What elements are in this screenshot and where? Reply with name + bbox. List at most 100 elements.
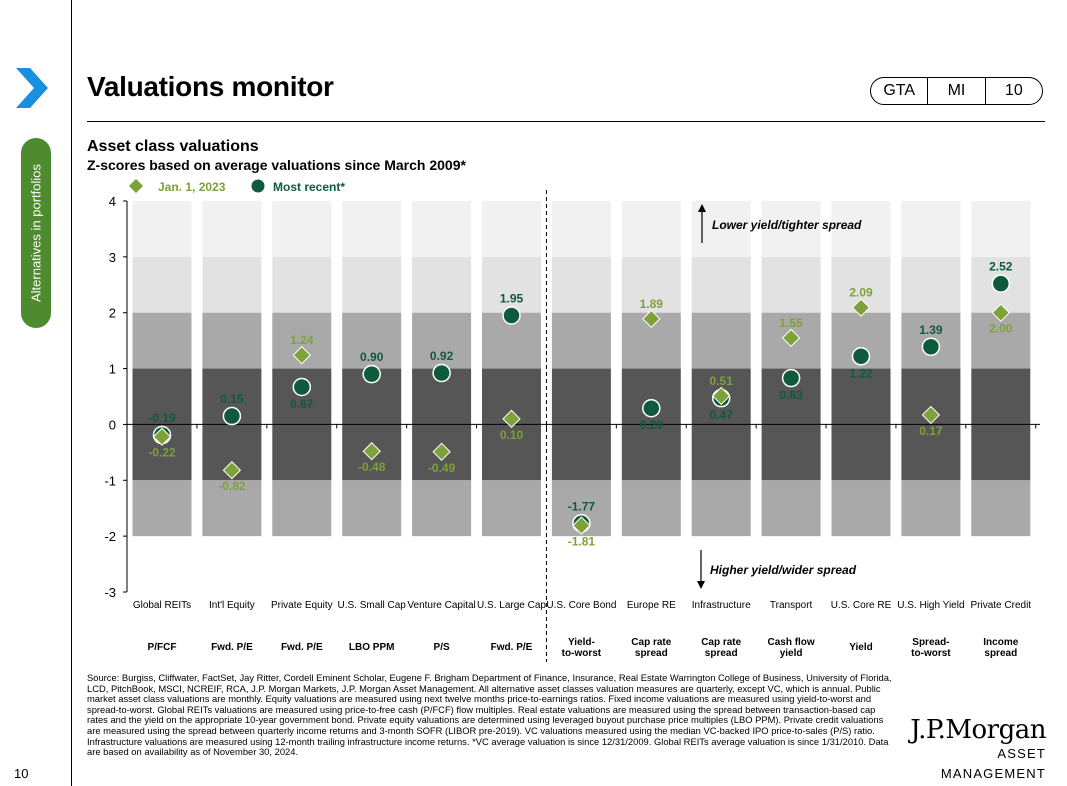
band-outer bbox=[482, 256, 541, 313]
band-outer bbox=[272, 256, 332, 313]
band-outer bbox=[901, 256, 961, 313]
band-top bbox=[482, 201, 541, 257]
y-tick-label: 2 bbox=[109, 306, 116, 321]
jan-2023-value-label: -0.48 bbox=[358, 460, 386, 474]
most-recent-point bbox=[222, 406, 242, 426]
band-middle bbox=[132, 480, 192, 537]
x-measure-label: Yield-to-worst bbox=[562, 637, 602, 659]
up-arrow-head bbox=[698, 204, 706, 212]
section-tab[interactable]: Alternatives in portfolios bbox=[21, 138, 51, 328]
most-recent-value-label: 1.22 bbox=[849, 366, 873, 380]
jan-2023-point bbox=[362, 442, 381, 461]
section-tab-background bbox=[21, 138, 51, 328]
jan-2023-point bbox=[851, 298, 871, 317]
band-middle bbox=[412, 480, 472, 537]
jan-2023-value-label: 1.89 bbox=[640, 297, 664, 311]
most-recent-value-label: 2.52 bbox=[989, 260, 1013, 274]
x-measure-label: Fwd. P/E bbox=[281, 642, 323, 653]
badge-page: 10 bbox=[984, 78, 1042, 104]
jan-2023-point bbox=[712, 386, 731, 406]
band-top bbox=[901, 201, 961, 257]
band-top bbox=[621, 201, 681, 257]
band-top bbox=[412, 201, 472, 257]
band-middle bbox=[412, 312, 472, 369]
band-middle bbox=[691, 312, 751, 369]
band-outer bbox=[412, 256, 472, 313]
band-top bbox=[202, 201, 262, 257]
most-recent-value-label: 0.67 bbox=[290, 397, 314, 411]
page-badge: GTA MI 10 bbox=[870, 77, 1043, 105]
most-recent-value-label: -0.19 bbox=[148, 411, 176, 425]
footnote: Source: Burgiss, Cliffwater, FactSet, Ja… bbox=[87, 672, 892, 758]
jan-2023-value-label: 1.24 bbox=[290, 333, 314, 347]
jan-2023-value-label: 0.17 bbox=[919, 424, 943, 438]
x-measure-label: Fwd. P/E bbox=[211, 642, 253, 653]
x-category-label: U.S. High Yield bbox=[897, 600, 964, 611]
most-recent-point bbox=[292, 377, 312, 397]
logo-subtitle: ASSET MANAGEMENT bbox=[940, 746, 1046, 781]
most-recent-point bbox=[502, 306, 521, 325]
jan-2023-value-label: 1.55 bbox=[779, 316, 803, 330]
x-measure-label: Fwd. P/E bbox=[491, 642, 533, 653]
jan-2023-value-label: -0.22 bbox=[148, 446, 176, 460]
x-category-label: U.S. Large Cap bbox=[477, 600, 546, 611]
jan-2023-point bbox=[222, 461, 242, 480]
jpmorgan-logo: J.P.Morgan ASSET MANAGEMENT bbox=[896, 716, 1046, 784]
x-category-label: Venture Capital bbox=[407, 600, 475, 611]
jan-2023-value-label: 0.10 bbox=[500, 428, 524, 442]
most-recent-point bbox=[991, 274, 1011, 293]
band-top bbox=[132, 201, 192, 257]
most-recent-value-label: 1.95 bbox=[500, 292, 524, 306]
page-number: 10 bbox=[14, 766, 29, 781]
band-middle bbox=[202, 480, 262, 537]
left-margin-rule bbox=[71, 0, 72, 786]
band-middle bbox=[132, 312, 192, 369]
most-recent-point bbox=[781, 368, 801, 388]
title-divider bbox=[87, 121, 1045, 122]
x-measure-label: P/S bbox=[434, 642, 450, 653]
annotation-up: Lower yield/tighter spread bbox=[712, 218, 862, 232]
jan-2023-point bbox=[292, 345, 311, 365]
x-measure-label: P/FCF bbox=[148, 642, 177, 653]
most-recent-value-label: 1.39 bbox=[919, 323, 943, 337]
y-tick-label: -2 bbox=[104, 529, 116, 544]
x-measure-label: Cap rate spread bbox=[701, 637, 741, 659]
x-category-label: Europe RE bbox=[627, 600, 676, 611]
band-outer bbox=[761, 256, 821, 313]
band-middle bbox=[272, 480, 332, 537]
chevron-right-icon bbox=[16, 68, 48, 108]
x-measure-label: Yield bbox=[849, 642, 873, 653]
page-title: Valuations monitor bbox=[87, 71, 334, 102]
y-tick-label: 4 bbox=[109, 194, 116, 209]
x-measure-label: Cash flow yield bbox=[767, 637, 814, 659]
most-recent-point bbox=[851, 347, 871, 366]
jan-2023-value-label: 0.51 bbox=[710, 374, 734, 388]
band-middle bbox=[971, 312, 1031, 369]
most-recent-point bbox=[432, 363, 451, 383]
x-measure-label: Cap rate spread bbox=[631, 637, 671, 659]
band-outer bbox=[132, 256, 192, 313]
y-tick-label: -3 bbox=[104, 585, 116, 600]
most-recent-value-label: 0.90 bbox=[360, 350, 384, 364]
jan-2023-point bbox=[781, 328, 801, 348]
logo-wordmark: J.P.Morgan bbox=[910, 715, 1046, 745]
y-tick-label: 3 bbox=[109, 250, 116, 265]
legend-diamond-marker bbox=[128, 178, 144, 194]
badge-mi: MI bbox=[927, 78, 984, 104]
down-arrow-head bbox=[697, 581, 705, 589]
jan-2023-point bbox=[642, 309, 661, 329]
legend-label-jan-2023: Jan. 1, 2023 bbox=[158, 180, 226, 194]
x-measure-label: Income spread bbox=[983, 637, 1018, 659]
chart-title: Asset class valuations bbox=[87, 138, 259, 155]
jan-2023-value-label: -0.49 bbox=[428, 461, 456, 475]
most-recent-value-label: 0.29 bbox=[640, 418, 664, 432]
band-top bbox=[971, 201, 1031, 257]
band-outer bbox=[342, 256, 402, 313]
y-tick-label: -1 bbox=[104, 473, 116, 488]
y-tick-label: 1 bbox=[109, 362, 116, 377]
x-category-label: Global REITs bbox=[133, 600, 191, 611]
x-category-label: Infrastructure bbox=[692, 600, 751, 611]
band-middle bbox=[202, 312, 262, 369]
band-outer bbox=[551, 256, 611, 313]
x-category-label: Private Equity bbox=[271, 600, 333, 611]
